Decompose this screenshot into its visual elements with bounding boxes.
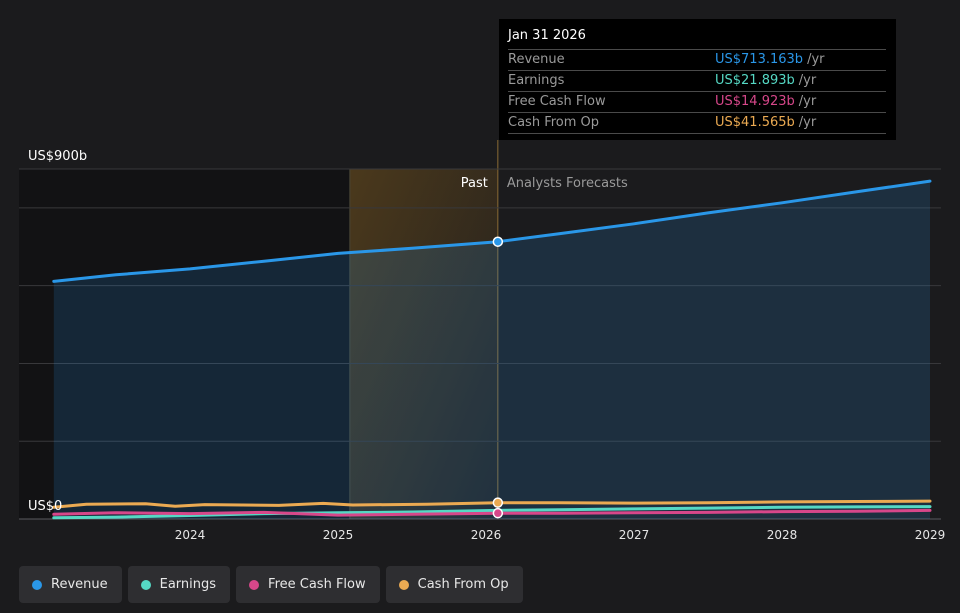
past-label: Past <box>461 176 488 191</box>
cash-from-op-hover-dot <box>492 497 504 508</box>
tooltip-row-cash-from-op: Cash From Op US$41.565b /yr <box>508 112 886 134</box>
x-tick-label: 2029 <box>915 528 946 542</box>
tooltip-unit: /yr <box>798 115 817 130</box>
revenue-hover-dot <box>492 236 504 247</box>
legend-label: Revenue <box>51 577 108 592</box>
legend-dot-icon <box>249 579 260 590</box>
legend-label: Cash From Op <box>417 577 509 592</box>
legend-dot-icon <box>140 579 151 590</box>
tooltip-unit: /yr <box>807 52 825 67</box>
x-tick-label: 2024 <box>175 528 206 542</box>
tooltip-label: Earnings <box>508 73 565 88</box>
x-tick-label: 2026 <box>471 528 502 542</box>
legend-dot-icon <box>398 579 409 590</box>
legend-item-free-cash-flow[interactable]: Free Cash Flow <box>236 566 380 603</box>
y-axis-top-label: US$900b <box>28 149 87 164</box>
tooltip-value: US$14.923b <box>715 94 795 109</box>
free-cash-flow-hover-dot <box>492 507 504 519</box>
x-tick-label: 2028 <box>767 528 798 542</box>
revenue-area <box>53 181 931 519</box>
tooltip-row-free-cash-flow: Free Cash Flow US$14.923b /yr <box>508 91 886 112</box>
tooltip-date: Jan 31 2026 <box>508 28 586 43</box>
legend-item-earnings[interactable]: Earnings <box>127 566 231 603</box>
y-axis-bottom-label: US$0 <box>28 499 62 514</box>
tooltip-value: US$21.893b <box>715 73 795 88</box>
legend-dot-icon <box>32 579 42 590</box>
chart-legend: Revenue Earnings Free Cash Flow Cash Fro… <box>19 566 523 603</box>
legend-label: Earnings <box>159 577 217 592</box>
legend-item-revenue[interactable]: Revenue <box>19 566 122 603</box>
tooltip-row-revenue: Revenue US$713.163b /yr <box>508 49 886 70</box>
x-tick-label: 2027 <box>619 528 650 542</box>
cash-from-op-line <box>52 499 932 509</box>
tooltip-label: Revenue <box>508 52 565 67</box>
tooltip-value: US$713.163b <box>715 52 804 67</box>
legend-item-cash-from-op[interactable]: Cash From Op <box>385 566 523 603</box>
tooltip-unit: /yr <box>798 73 817 88</box>
tooltip-unit: /yr <box>798 94 817 109</box>
tooltip-label: Free Cash Flow <box>508 94 606 109</box>
forecast-label: Analysts Forecasts <box>507 176 628 191</box>
past-region <box>19 169 350 519</box>
tooltip-value: US$41.565b <box>715 115 795 130</box>
hover-tooltip: Jan 31 2026 Revenue US$713.163b /yr Earn… <box>499 19 896 140</box>
legend-label: Free Cash Flow <box>268 577 366 592</box>
tooltip-label: Cash From Op <box>508 115 600 130</box>
tooltip-row-earnings: Earnings US$21.893b /yr <box>508 70 886 91</box>
highlight-region <box>349 169 498 519</box>
x-tick-label: 2025 <box>323 528 354 542</box>
